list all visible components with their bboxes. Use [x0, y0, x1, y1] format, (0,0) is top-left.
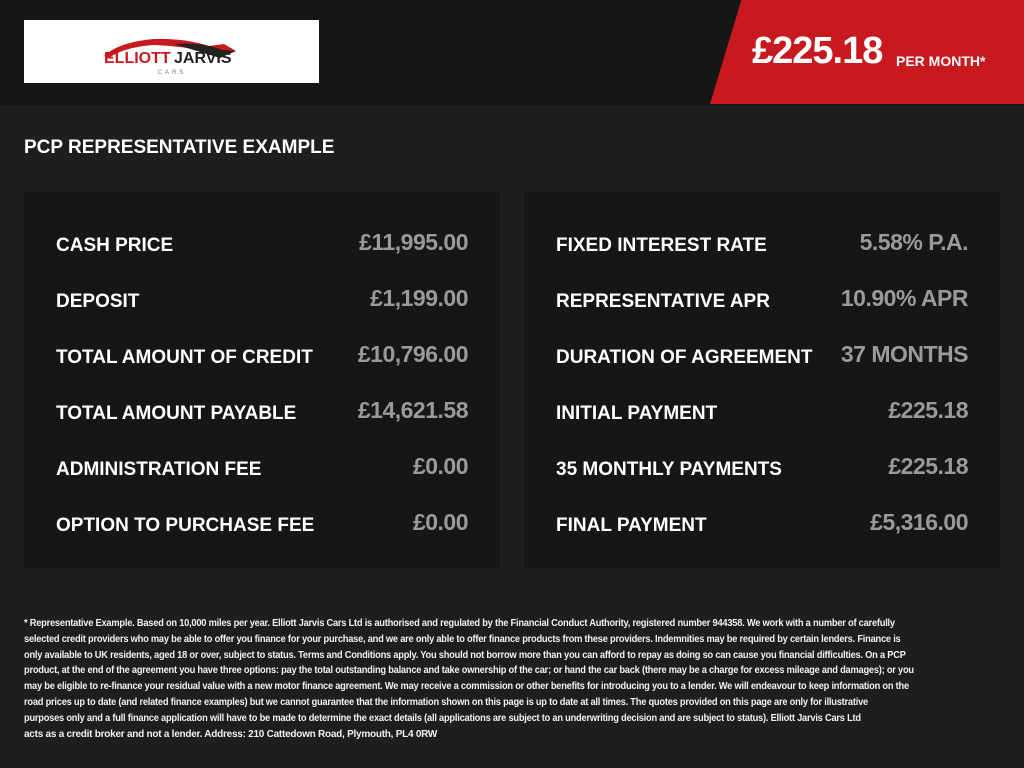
row-label: DURATION OF AGREEMENT — [556, 347, 813, 368]
finance-panel-left: CASH PRICE £11,995.00 DEPOSIT £1,199.00 TO… — [24, 192, 500, 568]
disclaimer-line: product, at the end of the agreement you… — [24, 665, 914, 677]
row-monthly-payments: 35 MONTHLY PAYMENTS £225.18 — [556, 453, 968, 483]
row-total-payable: TOTAL AMOUNT PAYABLE £14,621.58 — [56, 397, 469, 427]
row-admin-fee: ADMINISTRATION FEE £0.00 — [56, 453, 469, 483]
row-final-payment: FINAL PAYMENT £5,316.00 — [556, 509, 968, 539]
disclaimer-line: purposes only and a full finance applica… — [24, 712, 861, 724]
row-option-fee: OPTION TO PURCHASE FEE £0.00 — [56, 509, 469, 539]
row-value: 5.58% P.A. — [859, 229, 969, 255]
price-banner — [710, 0, 1024, 104]
row-value: £10,796.00 — [357, 341, 469, 367]
disclaimer: * Representative Example. Based on 10,00… — [24, 616, 981, 742]
row-label: ADMINISTRATION FEE — [56, 459, 262, 480]
row-interest-rate: FIXED INTEREST RATE 5.58% P.A. — [556, 229, 969, 259]
row-label: INITIAL PAYMENT — [556, 403, 718, 424]
disclaimer-line: only available to UK residents, aged 18 … — [24, 649, 906, 661]
row-label: FINAL PAYMENT — [556, 515, 707, 536]
per-month-label: PER MONTH* — [896, 53, 986, 69]
row-label: REPRESENTATIVE APR — [556, 291, 770, 312]
row-value: £0.00 — [412, 453, 469, 479]
logo-text-cars: CARS — [158, 70, 187, 76]
disclaimer-line: acts as a credit broker and not a lender… — [24, 728, 438, 740]
row-value: £225.18 — [888, 453, 968, 479]
row-initial-payment: INITIAL PAYMENT £225.18 — [556, 397, 968, 427]
disclaimer-line: * Representative Example. Based on 10,00… — [24, 618, 895, 629]
row-value: £225.18 — [888, 397, 968, 423]
row-duration: DURATION OF AGREEMENT 37 MONTHS — [556, 341, 969, 371]
row-label: TOTAL AMOUNT PAYABLE — [56, 403, 297, 424]
row-value: £1,199.00 — [370, 285, 468, 311]
row-total-credit: TOTAL AMOUNT OF CREDIT £10,796.00 — [56, 341, 469, 371]
header-bar: ELLIOTT JARVIS CARS £225.18 PER MONTH* — [0, 0, 1024, 105]
row-label: CASH PRICE — [56, 235, 174, 256]
row-value: £0.00 — [412, 509, 469, 535]
row-label: TOTAL AMOUNT OF CREDIT — [56, 347, 313, 368]
logo-text-jarvis: JARVIS — [174, 50, 232, 67]
disclaimer-line: road prices up to date (and related fina… — [24, 696, 868, 708]
row-label: 35 MONTHLY PAYMENTS — [556, 459, 782, 480]
row-label: DEPOSIT — [56, 291, 140, 312]
car-logo-icon: ELLIOTT JARVIS CARS — [104, 38, 236, 76]
section-title: PCP REPRESENTATIVE EXAMPLE — [24, 137, 335, 158]
row-label: FIXED INTEREST RATE — [556, 235, 767, 256]
row-value: £5,316.00 — [870, 509, 968, 535]
row-value: 10.90% APR — [840, 285, 969, 311]
row-value: 37 MONTHS — [840, 341, 969, 367]
row-cash-price: CASH PRICE £11,995.00 — [56, 229, 468, 259]
finance-panel-right: FIXED INTEREST RATE 5.58% P.A. REPRESENTA… — [524, 192, 1000, 568]
logo-text-elliott: ELLIOTT — [104, 50, 171, 67]
row-label: OPTION TO PURCHASE FEE — [56, 515, 315, 536]
dealer-logo[interactable]: ELLIOTT JARVIS CARS — [24, 20, 319, 83]
row-value: £14,621.58 — [357, 397, 469, 423]
row-value: £11,995.00 — [359, 229, 468, 255]
row-apr: REPRESENTATIVE APR 10.90% APR — [556, 285, 969, 315]
disclaimer-line: selected credit providers who may be abl… — [24, 633, 901, 645]
monthly-price: £225.18 — [752, 30, 883, 72]
row-deposit: DEPOSIT £1,199.00 — [56, 285, 468, 315]
disclaimer-line: may be eligible to re-finance your resid… — [24, 681, 909, 693]
